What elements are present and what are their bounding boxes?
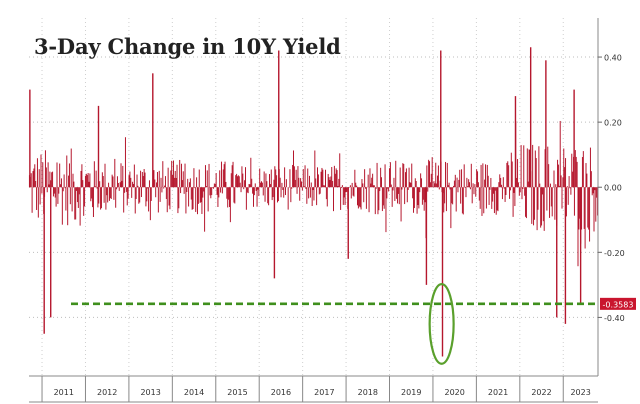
x-tick-label: 2023 [570,388,590,397]
last-value-group: -0.3583 [600,297,636,310]
x-tick-label: 2015 [227,388,247,397]
last-value-badge [600,297,636,310]
y-tick-label: -0.40 [604,314,625,323]
x-tick-label: 2019 [401,388,421,397]
y-tick-label: 0.40 [604,54,622,63]
axes [29,18,599,403]
x-tick-label: 2013 [140,388,160,397]
x-tick-label: 2012 [97,388,117,397]
x-tick-label: 2018 [358,388,378,397]
x-tick-label: 2021 [488,388,508,397]
x-tick-label: 2020 [444,388,464,397]
x-tick-label: 2016 [271,388,291,397]
y-tick-label: 0.00 [604,184,622,193]
x-tick-label: 2011 [54,388,74,397]
annotation-ellipse [428,283,455,365]
x-axis-ticks: 2011 2012 2013 2014 2015 2016 2017 2018 2019 2020… [41,376,591,402]
x-tick-label: 2014 [184,388,204,397]
x-tick-label: 2022 [531,388,551,397]
chart-title: 3-Day Change in 10Y Yield [34,34,341,59]
y-tick-label: -0.20 [604,249,625,258]
annotation-group [428,283,455,365]
y-axis-ticks: 0.40 0.20 0.00 -0.20 -0.40 [598,54,625,323]
x-tick-label: 2017 [314,388,334,397]
last-value-label: -0.3583 [603,300,634,309]
y-tick-label: 0.20 [604,119,622,128]
series-bars [28,47,599,357]
